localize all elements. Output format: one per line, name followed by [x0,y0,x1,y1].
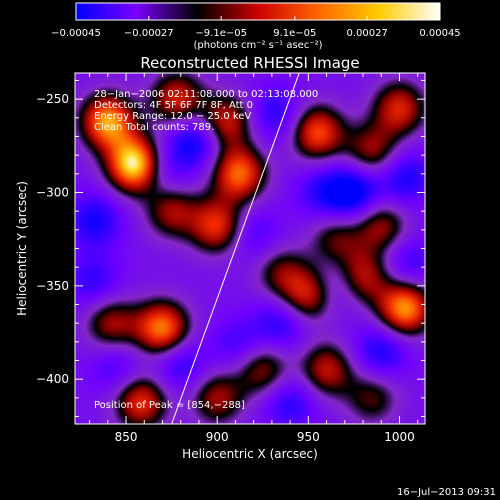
x-tick-label: 950 [297,430,320,444]
x-tick-label: 850 [115,430,138,444]
colorbar-tick-label: 0.00045 [419,28,460,39]
peak-position-label: Position of Peak = [854,−288] [94,400,245,411]
x-axis-label: Heliocentric X (arcsec) [182,447,318,461]
y-tick-label: −300 [36,185,69,199]
colorbar-tick-label: 9.1e−05 [273,28,316,39]
colorbar-tick-label: 0.00027 [347,28,388,39]
info-annotation-line: Clean Total counts: 789. [94,122,214,133]
x-axis: 850 900 950 1000 [89,73,419,444]
x-tick-label: 900 [206,430,229,444]
info-annotation-line: 28−Jan−2006 02:11:08.000 to 02:13:08.000 [94,89,318,100]
chart-title: Reconstructed RHESSI Image [140,54,359,72]
info-annotation-line: Detectors: 4F 5F 6F 7F 8F, Att 0 [94,100,253,111]
footer-timestamp: 16−Jul−2013 09:31 [397,487,496,498]
solar-limb-line [171,73,300,424]
x-tick-label: 1000 [384,430,415,444]
colorbar-tick-label: −9.1e−05 [195,28,247,39]
colorbar-gradient [75,2,441,21]
heatmap-image [75,73,425,424]
colorbar: −0.00045 −0.00027 −9.1e−05 9.1e−05 0.00027 0.… [51,2,461,51]
info-annotation-line: Energy Range: 12.0 − 25.0 keV [94,111,251,122]
y-tick-label: −350 [36,279,69,293]
info-annotations: 28−Jan−2006 02:11:08.000 to 02:13:08.000… [94,89,318,133]
y-axis-label: Heliocentric Y (arcsec) [15,181,29,316]
y-tick-label: −250 [36,92,69,106]
colorbar-tick-label: −0.00027 [124,28,174,39]
colorbar-tick-label: −0.00045 [51,28,101,39]
plot-area: 850 900 950 1000 −250 −300 −350 −400 28−Jan−20… [36,72,426,444]
colorbar-unit-label: (photons cm⁻² s⁻¹ asec⁻²) [193,40,322,51]
y-tick-label: −400 [36,372,69,386]
y-axis: −250 −300 −350 −400 [36,79,425,418]
